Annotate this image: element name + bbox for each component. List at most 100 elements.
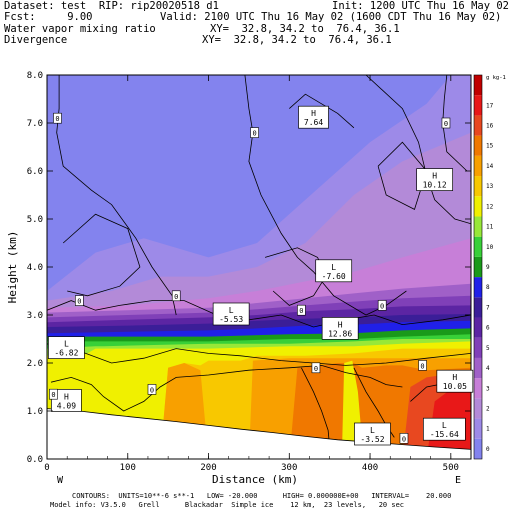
colorbar-tick-label: 7	[486, 304, 490, 311]
colorbar-tick-label: 5	[486, 345, 490, 352]
valid-line: Valid: 2100 UTC Thu 16 May 02 (1600 CDT …	[160, 11, 502, 23]
zero-text: 0	[150, 386, 154, 394]
y-tick-label: 7.0	[27, 119, 43, 129]
label-value: 7.64	[304, 118, 323, 127]
colorbar-swatch	[474, 357, 482, 379]
label-box	[315, 259, 353, 283]
label-type: H	[311, 109, 316, 118]
high-center-label: H4.09	[51, 389, 82, 412]
x-tick-label: 400	[362, 463, 378, 473]
zero-text: 0	[299, 307, 303, 315]
zero-box	[441, 117, 451, 129]
label-box	[321, 317, 359, 340]
label-value: -15.64	[430, 430, 459, 439]
x-tick-label: 200	[200, 463, 216, 473]
y-tick-label: 2.0	[27, 359, 43, 369]
colorbar-tick-label: 13	[486, 183, 494, 190]
colorbar-swatch	[474, 155, 482, 177]
colorbar-tick-label: 12	[486, 203, 494, 210]
colorbar-tick-label: 10	[486, 244, 494, 251]
footer-model: Model info: V3.5.0 Grell Blackadar Simpl…	[50, 501, 405, 509]
colorbar-tick-label: 17	[486, 102, 494, 109]
label-value: -3.52	[360, 435, 384, 444]
label-type: H	[432, 172, 437, 181]
label-value: 10.12	[423, 181, 447, 190]
zero-text: 0	[444, 120, 448, 128]
label-type: H	[64, 392, 69, 401]
zero-contour-label: 0	[53, 112, 62, 124]
footer-contours: CONTOURS: UNITS=10**-6 s**-1 LOW= -20.00…	[72, 492, 452, 500]
zero-text: 0	[420, 362, 424, 370]
xy2-line: XY= 32.8, 34.2 to 76.4, 36.1	[202, 34, 392, 46]
label-box	[416, 168, 454, 191]
high-center-label: H10.05	[436, 369, 474, 393]
zero-contour-label: 0	[49, 388, 58, 400]
x-tick-label: 100	[120, 463, 136, 473]
zero-contour-label: 0	[75, 295, 84, 306]
label-box	[436, 369, 474, 393]
zero-contour-label: 0	[297, 304, 306, 316]
contour-line	[301, 367, 331, 448]
xy1-line: XY= 32.8, 34.2 to 76.4, 36.1	[210, 23, 400, 35]
colorbar-unit: g kg-1	[486, 75, 506, 81]
y-tick-label: 6.0	[27, 167, 43, 177]
label-value: -7.60	[322, 272, 346, 281]
contour-line	[289, 93, 355, 129]
west-label: W	[57, 475, 64, 486]
zero-box	[399, 433, 409, 444]
zero-contour-label: 0	[441, 117, 451, 129]
label-type: H	[338, 320, 343, 329]
label-box	[212, 302, 250, 326]
zero-contour-label: 0	[311, 362, 321, 374]
label-box	[298, 105, 329, 129]
colorbar-tick-label: 8	[486, 284, 490, 291]
contour-line	[47, 343, 471, 366]
colorbar-swatch	[474, 216, 482, 237]
low-center-label: L-5.53	[212, 302, 250, 326]
zero-box	[147, 384, 157, 395]
zero-text: 0	[314, 365, 318, 373]
zero-contour-label: 0	[250, 127, 259, 138]
colorbar-tick-label: 1	[486, 426, 490, 433]
colorbar-tick-label: 3	[486, 385, 490, 392]
label-value: 12.86	[328, 329, 352, 338]
label-box	[354, 422, 391, 446]
zero-text: 0	[402, 435, 406, 443]
field1-line: Water vapor mixing ratio	[4, 23, 156, 35]
colorbar-swatch	[474, 438, 482, 459]
low-center-label: L-15.64	[422, 417, 466, 441]
east-label: E	[455, 475, 461, 486]
zero-box	[53, 112, 62, 124]
colorbar-tick-label: 0	[486, 446, 490, 453]
colorbar-tick-label: 4	[486, 365, 490, 372]
colorbar-tick-label: 15	[486, 143, 494, 150]
zero-contour-label: 0	[171, 290, 181, 302]
colorbar-swatch	[474, 135, 482, 156]
y-tick-label: 4.0	[27, 263, 43, 273]
label-type: L	[64, 340, 69, 349]
label-box	[422, 417, 466, 441]
colorbar-swatch	[474, 176, 482, 197]
label-value: -5.53	[219, 315, 243, 324]
high-center-label: H10.12	[416, 168, 454, 191]
colorbar-frame	[473, 74, 483, 460]
low-center-label: L-7.60	[315, 259, 353, 283]
label-box	[51, 389, 82, 412]
label-type: L	[331, 263, 336, 272]
colorbar-tick-label: 6	[486, 325, 490, 332]
y-axis-label: Height (km)	[6, 231, 19, 304]
y-tick-label: 0.0	[27, 455, 43, 465]
colorbar-swatch	[474, 398, 482, 419]
fcst-line: Fcst: 9.00	[4, 11, 93, 23]
colorbar-swatch	[474, 337, 482, 358]
low-center-label: L-6.82	[48, 336, 85, 359]
low-center-label: L-3.52	[354, 422, 391, 446]
colorbar-tick-label: 14	[486, 163, 494, 170]
zero-box	[49, 388, 58, 400]
zero-box	[171, 290, 181, 302]
high-center-label: H7.64	[298, 105, 329, 129]
label-box	[48, 336, 85, 359]
colorbar-swatch	[474, 277, 482, 298]
